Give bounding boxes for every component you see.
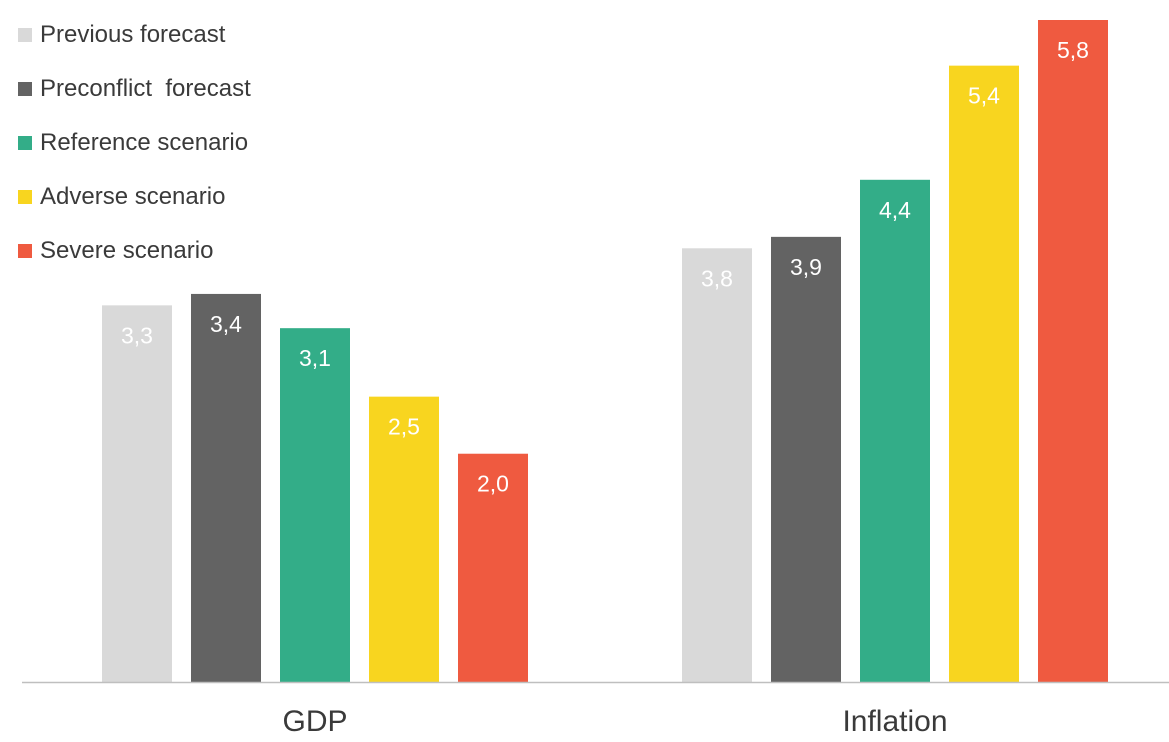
category-labels-group: GDP Inflation: [282, 705, 947, 738]
legend: Previous forecast Preconflict forecast Ref…: [18, 8, 251, 278]
legend-swatch-0: [18, 28, 32, 42]
legend-item-3: Adverse scenario: [18, 170, 251, 224]
legend-swatch-1: [18, 82, 32, 96]
data-label-gdp-series-2: 3,1: [299, 345, 331, 371]
legend-item-4: Severe scenario: [18, 224, 251, 278]
data-label-gdp-series-3: 2,5: [388, 414, 420, 440]
bar-gdp-series-3: [369, 396, 439, 682]
bars-group: [102, 20, 1108, 683]
data-label-inflation-series-1: 3,9: [790, 254, 822, 280]
legend-label-2: Reference scenario: [40, 129, 249, 156]
legend-label-0: Previous forecast: [40, 21, 226, 48]
value-labels-group: 3,3 3,4 3,1 2,5 2,0 3,8 3,9 4,4 5,4 5,8: [121, 37, 1089, 497]
legend-item-2: Reference scenario: [18, 116, 251, 170]
bar-inflation-series-4: [1038, 20, 1108, 682]
data-label-gdp-series-1: 3,4: [210, 311, 242, 337]
data-label-inflation-series-4: 5,8: [1057, 37, 1089, 63]
data-label-inflation-series-3: 5,4: [968, 83, 1000, 109]
legend-label-4: Severe scenario: [40, 237, 214, 264]
data-label-inflation-series-2: 4,4: [879, 197, 911, 223]
legend-swatch-4: [18, 244, 32, 258]
legend-item-0: Previous forecast: [18, 8, 251, 62]
category-label-inflation: Inflation: [842, 705, 947, 738]
bar-inflation-series-2: [860, 179, 930, 683]
data-label-gdp-series-0: 3,3: [121, 322, 153, 348]
bar-gdp-series-1: [191, 293, 261, 682]
legend-label-3: Adverse scenario: [40, 183, 226, 210]
bar-inflation-series-1: [771, 236, 841, 683]
bar-inflation-series-0: [682, 248, 752, 682]
legend-label-1: Preconflict forecast: [40, 75, 251, 102]
legend-swatch-3: [18, 190, 32, 204]
data-label-gdp-series-4: 2,0: [477, 471, 509, 497]
bar-inflation-series-3: [949, 65, 1019, 683]
data-label-inflation-series-0: 3,8: [701, 265, 733, 291]
category-label-gdp: GDP: [282, 705, 347, 738]
legend-swatch-2: [18, 136, 32, 150]
bar-gdp-series-2: [280, 328, 350, 682]
legend-item-1: Preconflict forecast: [18, 62, 251, 116]
bar-gdp-series-0: [102, 305, 172, 682]
bar-gdp-series-4: [458, 453, 528, 682]
